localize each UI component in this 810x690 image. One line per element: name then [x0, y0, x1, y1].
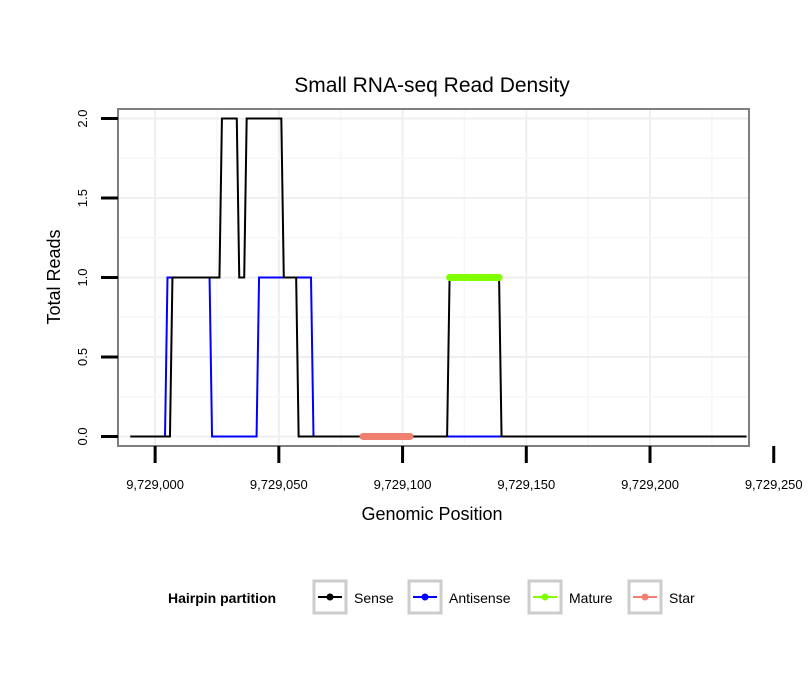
x-axis-title: Genomic Position — [361, 504, 502, 524]
legend-title: Hairpin partition — [168, 590, 276, 606]
y-tick-label: 0.0 — [75, 427, 90, 445]
legend-item-star: Star — [627, 579, 695, 615]
y-tick-label: 2.0 — [75, 110, 90, 128]
x-tick-label: 9,729,200 — [621, 477, 679, 492]
legend-label-mature: Mature — [569, 590, 613, 606]
legend-point-star — [641, 593, 649, 601]
legend: Hairpin partition Sense Antisense Mature St… — [168, 579, 695, 615]
legend-label-sense: Sense — [354, 590, 394, 606]
x-tick-label: 9,729,000 — [126, 477, 184, 492]
legend-item-mature: Mature — [527, 579, 613, 615]
chart-title: Small RNA-seq Read Density — [294, 74, 570, 97]
y-tick-label: 1.5 — [75, 189, 90, 207]
x-tick-label: 9,729,250 — [745, 477, 803, 492]
axis-ticks: 9,729,000 9,729,050 9,729,100 9,729,150 9,72… — [75, 110, 803, 492]
x-tick-label: 9,729,150 — [497, 477, 555, 492]
x-tick-label: 9,729,100 — [374, 477, 432, 492]
y-tick-label: 0.5 — [75, 348, 90, 366]
series-line-antisense — [130, 276, 747, 438]
x-tick-label: 9,729,050 — [250, 477, 308, 492]
legend-label-antisense: Antisense — [449, 590, 511, 606]
y-axis-title: Total Reads — [44, 229, 64, 324]
legend-point-mature — [541, 593, 549, 601]
y-tick-label: 1.0 — [75, 268, 90, 286]
legend-item-sense: Sense — [312, 579, 394, 615]
legend-point-sense — [326, 593, 334, 601]
legend-label-star: Star — [669, 590, 695, 606]
legend-item-antisense: Antisense — [407, 579, 511, 615]
legend-point-antisense — [421, 593, 429, 601]
series-lines — [130, 117, 747, 440]
